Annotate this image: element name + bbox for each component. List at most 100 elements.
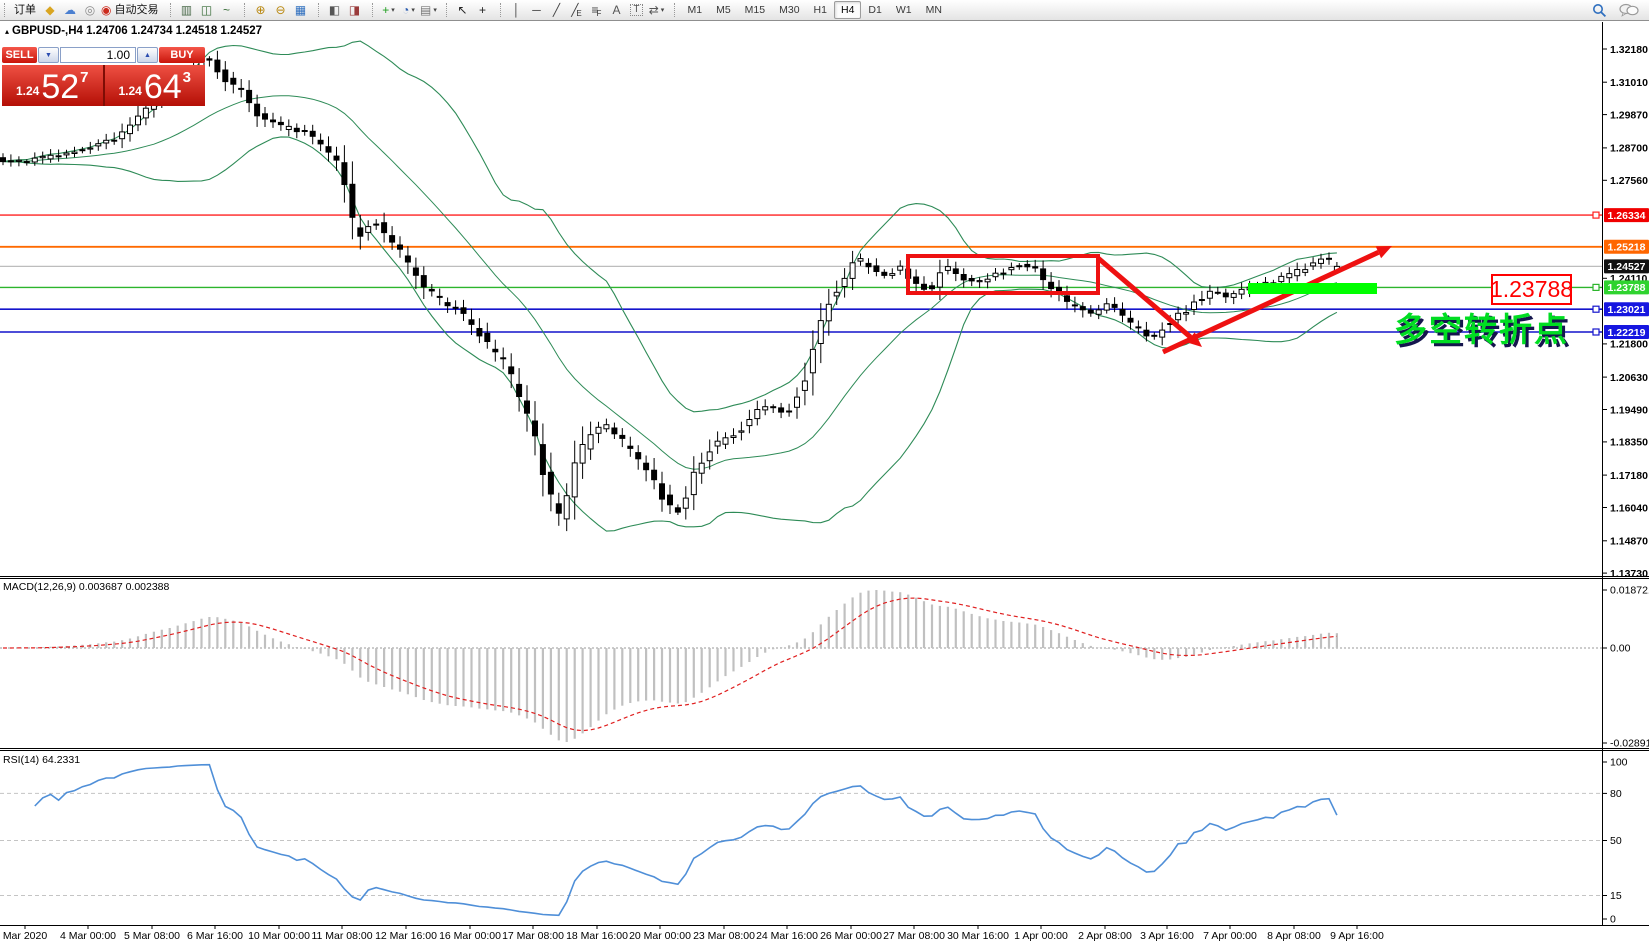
tile-windows-icon[interactable]: ▦ (294, 3, 307, 17)
line-anchor-square[interactable] (1592, 305, 1600, 313)
file-group: 订单 ◆ ☁ ◎ ◉ 自动交易 (0, 0, 166, 20)
zoom-out-icon[interactable]: ⊖ (275, 3, 286, 17)
line-chart-icon[interactable]: ~ (222, 3, 230, 17)
sell-button[interactable]: SELL (2, 47, 37, 63)
candle-body (1278, 275, 1285, 283)
volume-up-button[interactable]: ▲ (137, 47, 158, 63)
text-label-icon[interactable]: T (627, 2, 645, 19)
candle-body (587, 434, 594, 450)
indicator-window-icon[interactable]: ◧ (328, 3, 341, 17)
candlestick-chart-icon[interactable]: ◫ (200, 3, 213, 17)
panel-borders (0, 22, 1649, 926)
crosshair-icon[interactable]: + (478, 3, 486, 17)
cursor-icon[interactable]: ↖ (457, 3, 468, 17)
candle-body (333, 155, 340, 161)
fibonacci-icon[interactable]: ≡ F (591, 3, 602, 18)
price-tick-label: 1.29870 (1610, 109, 1648, 121)
sell-price-small: 1.24 (15, 84, 40, 98)
tf-m15[interactable]: M15 (744, 4, 766, 16)
candle-body (539, 444, 546, 476)
price-badge-label: 1.23788 (1608, 282, 1646, 294)
periods-icon[interactable]: ◔ ▾ (402, 3, 415, 17)
tf-m5[interactable]: M5 (716, 4, 731, 16)
tf-d1[interactable]: D1 (868, 4, 882, 16)
buy-button[interactable]: BUY (159, 47, 205, 63)
sell-price-display[interactable]: 1.24 52 7 (2, 65, 105, 106)
time-label: 2 Apr 08:00 (1078, 930, 1132, 942)
candle-body (595, 426, 602, 434)
candle-body (1048, 281, 1055, 290)
green-highlight-bar[interactable] (1248, 283, 1377, 294)
candle-body (706, 451, 713, 462)
autotrading-button[interactable]: ◉ 自动交易 (101, 3, 159, 17)
sell-price-pip: 7 (80, 69, 89, 86)
candle-body (71, 151, 78, 155)
sell-price-big: 52 (41, 68, 80, 107)
horizontal-line-icon[interactable]: ─ (532, 3, 541, 17)
candle-body (238, 87, 245, 90)
templates-icon[interactable]: ▤ ▾ (420, 3, 437, 17)
line-anchor-square[interactable] (1592, 328, 1600, 336)
volume-input[interactable]: 1.00 (60, 47, 136, 63)
tf-m1[interactable]: M1 (687, 4, 703, 16)
candle-body (468, 319, 475, 325)
candle-body (206, 58, 213, 61)
candle-body (31, 157, 38, 163)
candle-body (1024, 263, 1031, 268)
time-label: 1 Apr 00:00 (1014, 930, 1068, 942)
objects-group: │ ─ ╱ ╱ E ≡ F A T ⇄ ▾ (496, 0, 670, 20)
tf-mn[interactable]: MN (925, 4, 942, 16)
volume-down-button[interactable]: ▼ (38, 47, 59, 63)
buy-price-display[interactable]: 1.24 64 3 (104, 65, 205, 106)
macd-scale-zero: 0.00 (1610, 643, 1631, 655)
candle-body (428, 288, 435, 292)
candle-body (214, 59, 221, 73)
equidistant-channel-icon[interactable]: ╱ E (571, 3, 582, 18)
insert-group: + ▾ ◔ ▾ ▤ ▾ (368, 0, 442, 20)
candle-body (1000, 272, 1007, 275)
trendline-icon[interactable]: ╱ (552, 3, 561, 17)
price-badge-label: 1.26334 (1608, 210, 1646, 222)
candle-body (992, 272, 999, 278)
arrows-tool-icon[interactable]: ⇄ ▾ (648, 3, 665, 17)
tf-h1[interactable]: H1 (813, 4, 827, 16)
candle-body (921, 283, 927, 290)
candle-body (1135, 326, 1142, 329)
trend-arrow-head[interactable] (1375, 246, 1392, 259)
candle-body (7, 160, 14, 163)
depth-window-icon[interactable]: ◨ (348, 3, 361, 17)
candle-body (452, 306, 459, 309)
search-icon[interactable] (1592, 3, 1607, 18)
candle-body (698, 462, 705, 474)
candle-body (420, 275, 427, 288)
macd-scale-bottom: -0.028913 (1610, 738, 1649, 750)
tf-h4[interactable]: H4 (833, 1, 862, 19)
price-callout-label[interactable]: 1.23788 (1490, 274, 1573, 305)
candle-body (293, 127, 300, 133)
signal-icon[interactable]: ◎ (84, 3, 96, 17)
trend-arrow-line[interactable] (1096, 256, 1193, 340)
line-anchor-square[interactable] (1592, 211, 1600, 219)
text-icon[interactable]: A (612, 3, 621, 17)
symbol-ohlc-text: GBPUSD-,H4 1.24706 1.24734 1.24518 1.245… (12, 25, 263, 37)
price-tick-label: 1.21800 (1610, 339, 1648, 351)
add-indicator-icon[interactable]: + ▾ (382, 3, 395, 17)
time-label: 4 Mar 00:00 (60, 930, 116, 942)
market-watch-icon[interactable]: ☁ (64, 3, 76, 17)
tf-m30[interactable]: M30 (779, 4, 800, 16)
chat-icon[interactable] (1619, 3, 1639, 18)
trend-arrow-line[interactable] (1161, 250, 1380, 355)
new-order-button[interactable]: 订单 (14, 3, 36, 16)
tf-w1[interactable]: W1 (895, 4, 912, 16)
bar-chart-icon[interactable]: ▥ (180, 3, 193, 17)
red-rectangle-annotation[interactable] (906, 254, 1100, 295)
vertical-line-icon[interactable]: │ (512, 3, 521, 17)
line-anchor-square[interactable] (1592, 283, 1600, 291)
candle-body (857, 258, 864, 262)
candle-body (1159, 329, 1166, 338)
candle-body (460, 307, 467, 314)
chart-profiles-icon[interactable]: ◆ (45, 3, 55, 17)
time-label: 17 Mar 08:00 (502, 930, 564, 942)
zoom-in-icon[interactable]: ⊕ (255, 3, 266, 17)
